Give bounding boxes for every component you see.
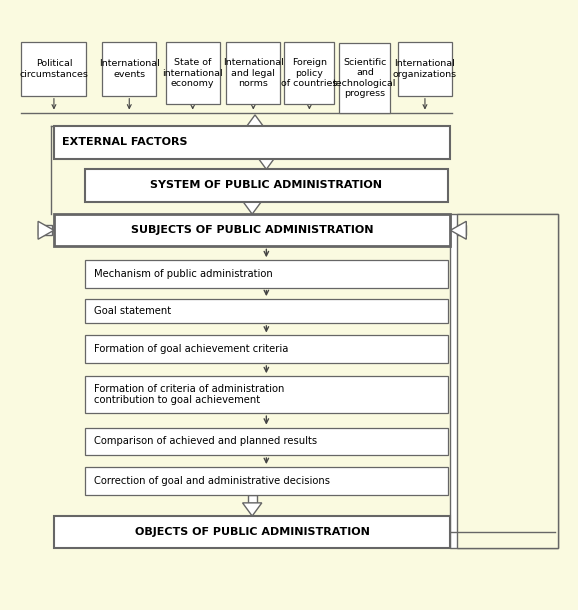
Bar xyxy=(38,226,51,235)
Text: EXTERNAL FACTORS: EXTERNAL FACTORS xyxy=(62,137,188,148)
Bar xyxy=(339,43,390,112)
Bar xyxy=(54,126,450,159)
Text: Foreign
policy
of countries: Foreign policy of countries xyxy=(281,58,338,88)
Text: Goal statement: Goal statement xyxy=(94,306,171,316)
Polygon shape xyxy=(38,221,54,239)
Polygon shape xyxy=(257,156,276,170)
Bar xyxy=(85,260,447,288)
Text: SUBJECTS OF PUBLIC ADMINISTRATION: SUBJECTS OF PUBLIC ADMINISTRATION xyxy=(131,225,373,235)
Text: State of
international
economy: State of international economy xyxy=(162,58,223,88)
Polygon shape xyxy=(450,221,466,239)
Text: Political
circumstances: Political circumstances xyxy=(20,59,88,79)
Bar xyxy=(166,42,220,104)
Bar xyxy=(450,214,558,548)
Bar xyxy=(85,336,447,363)
Text: Formation of goal achievement criteria: Formation of goal achievement criteria xyxy=(94,344,288,354)
Polygon shape xyxy=(243,201,262,214)
Text: Comparison of achieved and planned results: Comparison of achieved and planned resul… xyxy=(94,436,317,447)
Bar xyxy=(85,376,447,413)
Text: International
organizations: International organizations xyxy=(393,59,457,79)
Bar xyxy=(457,214,558,548)
Text: International
events: International events xyxy=(99,59,160,79)
Text: Formation of criteria of administration
contribution to goal achievement: Formation of criteria of administration … xyxy=(94,384,284,406)
Polygon shape xyxy=(243,503,262,516)
Bar xyxy=(85,299,447,323)
Bar xyxy=(102,42,156,96)
Bar xyxy=(85,467,447,495)
Text: Mechanism of public administration: Mechanism of public administration xyxy=(94,269,272,279)
Bar xyxy=(54,214,450,246)
Bar xyxy=(227,42,280,104)
Polygon shape xyxy=(246,115,265,128)
Text: International
and legal
norms: International and legal norms xyxy=(223,58,284,88)
Text: Scientific
and
technological
progress: Scientific and technological progress xyxy=(333,58,397,98)
Bar xyxy=(250,126,260,128)
Bar xyxy=(21,42,87,96)
Bar xyxy=(54,516,450,548)
Bar xyxy=(457,226,466,235)
Bar xyxy=(398,42,452,96)
Bar xyxy=(85,428,447,455)
Text: Correction of goal and administrative decisions: Correction of goal and administrative de… xyxy=(94,476,329,486)
Text: SYSTEM OF PUBLIC ADMINISTRATION: SYSTEM OF PUBLIC ADMINISTRATION xyxy=(150,181,382,190)
Bar xyxy=(85,170,447,201)
Bar xyxy=(247,495,257,503)
Bar xyxy=(284,42,334,104)
Text: OBJECTS OF PUBLIC ADMINISTRATION: OBJECTS OF PUBLIC ADMINISTRATION xyxy=(135,527,369,537)
Bar xyxy=(262,156,271,159)
